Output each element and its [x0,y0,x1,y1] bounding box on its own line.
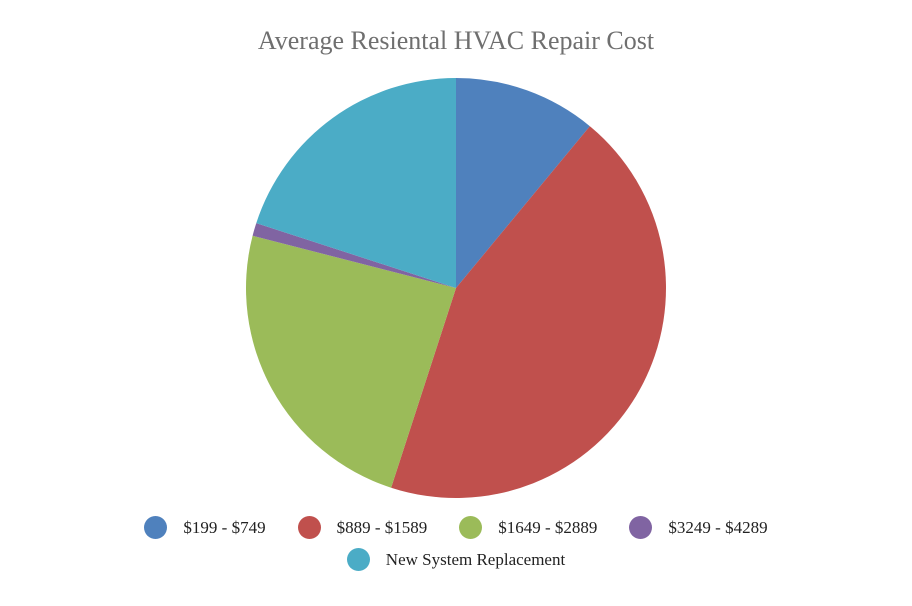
pie-slice-2[interactable] [391,126,666,498]
legend-label-2: $889 - $1589 [336,517,428,537]
legend-label-4: $3249 - $4289 [668,517,768,537]
pie-slice-3[interactable] [245,235,456,488]
legend-swatch-2 [297,516,321,539]
legend-swatch-3 [459,516,483,539]
legend: $199 - $749 $889 - $1589 $1649 - $2889 $… [0,516,912,580]
legend-item-2[interactable]: $889 - $1589 [297,516,428,539]
pie-slice-4[interactable] [252,223,456,288]
legend-item-3[interactable]: $1649 - $2889 [459,516,597,539]
legend-item-1[interactable]: $199 - $749 [144,516,266,539]
pie-slice-5[interactable] [256,78,456,288]
legend-item-5[interactable]: New System Replacement [346,548,566,571]
legend-label-3: $1649 - $2889 [498,517,598,537]
legend-row-1: $199 - $749 $889 - $1589 $1649 - $2889 $… [0,516,912,539]
legend-label-1: $199 - $749 [183,517,266,537]
legend-swatch-5 [346,548,370,571]
legend-swatch-1 [144,516,168,539]
chart-title: Average Resiental HVAC Repair Cost [257,26,655,55]
legend-label-5: New System Replacement [385,549,566,569]
legend-item-4[interactable]: $3249 - $4289 [629,516,768,539]
legend-row-2: New System Replacement [0,548,912,571]
legend-swatch-4 [629,516,653,539]
pie-slice-1[interactable] [456,78,590,288]
